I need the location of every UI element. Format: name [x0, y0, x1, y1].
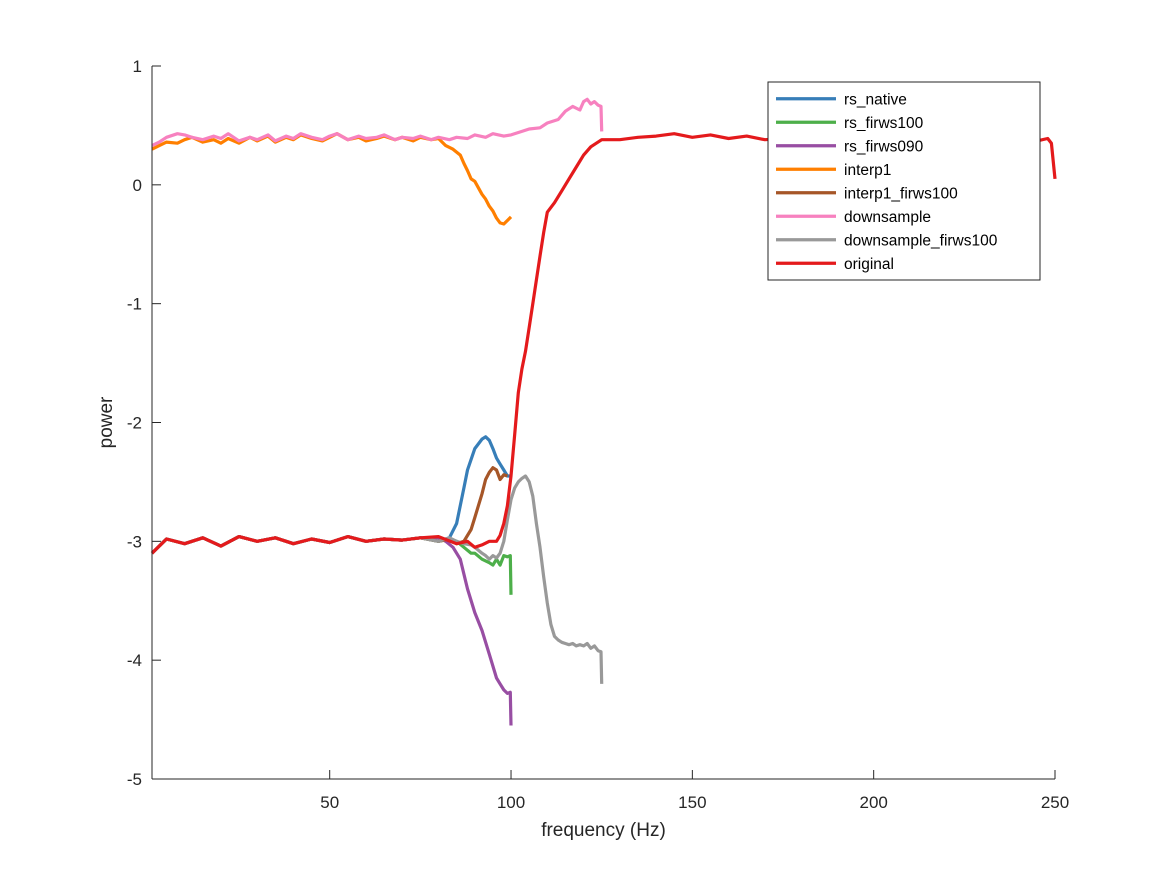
legend-entry: rs_native [844, 91, 907, 108]
series-line-downsample [151, 97, 604, 148]
y-tick-label: -5 [127, 770, 142, 789]
legend-entry: downsample [844, 209, 931, 226]
x-tick-label: 250 [1041, 793, 1069, 812]
y-axis-label: power [96, 396, 117, 448]
x-tick-label: 200 [859, 793, 887, 812]
series-line-rs_firws090 [150, 535, 513, 726]
series-line-rs_native [150, 435, 511, 555]
x-tick-label: 50 [320, 793, 339, 812]
series-line-rs_firws100 [150, 535, 513, 595]
series-line-interp1 [151, 132, 513, 226]
y-tick-label: 0 [133, 176, 142, 195]
legend-entry: rs_firws100 [844, 115, 924, 132]
x-tick-label: 100 [497, 793, 525, 812]
x-tick-label: 150 [678, 793, 706, 812]
series-line-downsample_firws100 [150, 474, 604, 684]
legend-box [767, 81, 1041, 281]
legend-entry: downsample_firws100 [844, 232, 998, 249]
x-axis-label: frequency (Hz) [541, 820, 666, 841]
y-tick-label: -3 [127, 532, 142, 551]
y-tick-label: -1 [127, 295, 142, 314]
y-tick-label: -4 [127, 651, 142, 670]
legend-entry: interp1 [844, 162, 891, 179]
legend: rs_native rs_firws100 rs_firws090 interp1 in… [767, 81, 1041, 281]
legend-entry: interp1_firws100 [844, 185, 958, 202]
legend-entry: rs_firws090 [844, 138, 924, 155]
axes-layer: 50 100 150 200 250 1 0 -1 -2 -3 -4 -5 [127, 57, 1069, 812]
legend-entry: original [844, 256, 894, 273]
y-tick-label: 1 [133, 57, 142, 76]
y-tick-label: -2 [127, 414, 142, 433]
